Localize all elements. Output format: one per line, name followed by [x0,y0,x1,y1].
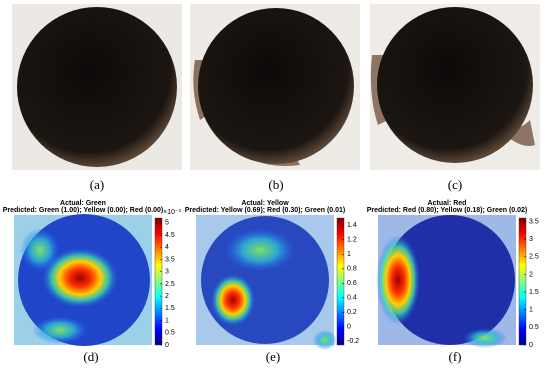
colorbar-tick-label: 3 [529,236,533,243]
heatmap-e [196,215,337,350]
heatmap-title: Actual: Yellow [241,200,289,207]
colorbar [518,217,527,346]
colorbar-tick-label: 1 [165,317,169,324]
colorbar-tick-label: 0.8 [347,266,357,273]
heatmap-subtitle: Predicted: Green (1.00); Yellow (0.00); … [3,207,164,214]
heatmap-d [14,214,152,346]
colorbar-tick-label: 1.5 [529,289,539,296]
colorbar-tick-label: 0.5 [165,330,175,337]
panel-label: (d) [83,349,98,364]
colorbar-tick-label: 1.4 [347,222,357,229]
colorbar-tick-label: 0 [347,324,351,331]
panel-label: (f) [449,349,462,364]
photo-c [370,4,540,170]
heatmap-f [376,215,516,348]
colorbar-tick-label: 0.4 [347,295,357,302]
colorbar-tick-label: 0 [529,342,533,349]
colorbar-tick-label: 0.6 [347,280,357,287]
colorbar-tick-label: 2 [529,271,533,278]
colorbar-tick-label: 4 [165,244,169,251]
heatmap-title: Actual: Green [60,200,106,207]
panel-label: (a) [90,177,104,192]
colorbar-tick-label: 1 [347,251,351,258]
colorbar-tick-label: 3.5 [529,218,539,225]
colorbar-exponent: ×10⁻³ [163,209,182,216]
photo-b [190,4,360,170]
colorbar-tick-label: 0.2 [347,309,357,316]
colorbar-tick-label: 0.5 [529,324,539,331]
panel-label: (b) [268,177,283,192]
colorbar-tick-label: 1.2 [347,237,357,244]
colorbar [336,217,345,346]
heatmap-title: Actual: Red [428,200,467,207]
colorbar-tick-label: 2 [165,293,169,300]
colorbar-tick-label: 0 [165,342,169,349]
colorbar-tick-label: 4.5 [165,232,175,239]
heatmap-subtitle: Predicted: Red (0.80); Yellow (0.18); Gr… [367,207,528,214]
colorbar-tick-label: 1 [529,307,533,314]
panel-label: (c) [448,177,462,192]
colorbar [154,217,163,346]
colorbar-tick-label: 3.5 [165,256,175,263]
colorbar-tick-label: 5 [165,220,169,227]
colorbar-tick-label: 2.5 [529,254,539,261]
photo-a [12,4,182,170]
colorbar-tick-label: 2.5 [165,281,175,288]
colorbar-tick-label: 3 [165,269,169,276]
colorbar-tick-label: 1.5 [165,305,175,312]
panel-label: (e) [266,349,280,364]
colorbar-tick-label: -0.2 [347,338,359,345]
heatmap-subtitle: Predicted: Yellow (0.69); Red (0.30); Gr… [185,207,346,214]
